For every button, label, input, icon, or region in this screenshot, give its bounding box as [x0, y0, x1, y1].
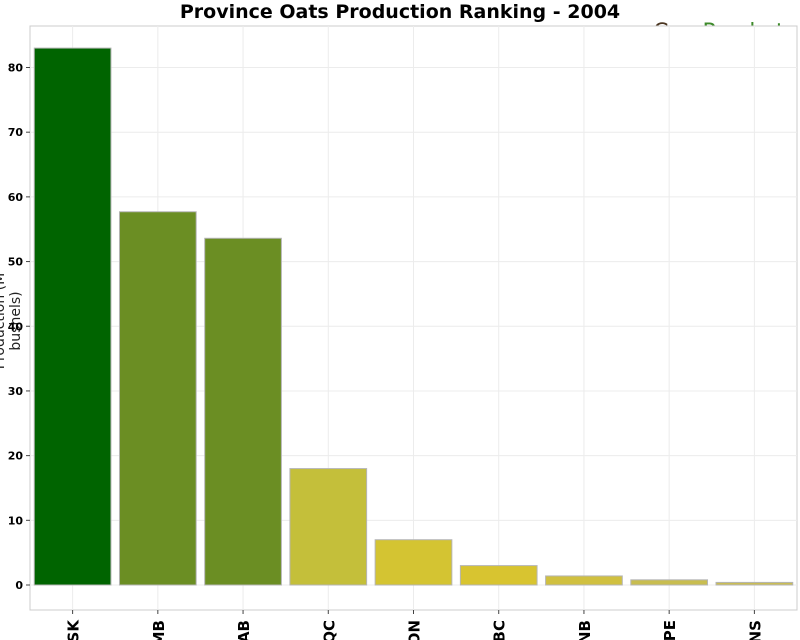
x-tick-label: NS	[746, 620, 764, 640]
x-tick-label: MB	[150, 620, 168, 640]
y-tick-label: 20	[8, 450, 24, 463]
x-tick-label: BC	[491, 620, 509, 640]
x-tick-label: SK	[65, 619, 83, 640]
bar-sk	[33, 47, 112, 586]
bar-pe	[630, 579, 709, 586]
bar-nb	[545, 575, 623, 586]
x-tick-label: PE	[661, 620, 679, 640]
x-tick-label: AB	[235, 620, 253, 640]
y-tick-label: 70	[8, 126, 24, 139]
y-tick-label: 40	[8, 320, 24, 333]
chart-title: Province Oats Production Ranking - 2004	[179, 1, 621, 23]
y-tick-label: 60	[8, 191, 24, 204]
y-tick-label: 50	[8, 256, 24, 269]
bar-ab	[204, 237, 282, 586]
bar-qc	[289, 468, 368, 586]
bar-bc	[459, 565, 538, 586]
x-tick-label: NB	[576, 620, 594, 640]
y-tick-label: 80	[8, 62, 24, 75]
y-tick-label: 30	[8, 385, 24, 398]
bar-mb	[118, 211, 197, 586]
x-tick-label: QC	[320, 620, 338, 640]
bar-ns	[715, 581, 794, 586]
y-tick-label: 0	[15, 579, 23, 592]
bar-on	[374, 539, 453, 586]
x-tick-label: ON	[406, 620, 424, 640]
y-tick-label: 10	[8, 514, 24, 527]
